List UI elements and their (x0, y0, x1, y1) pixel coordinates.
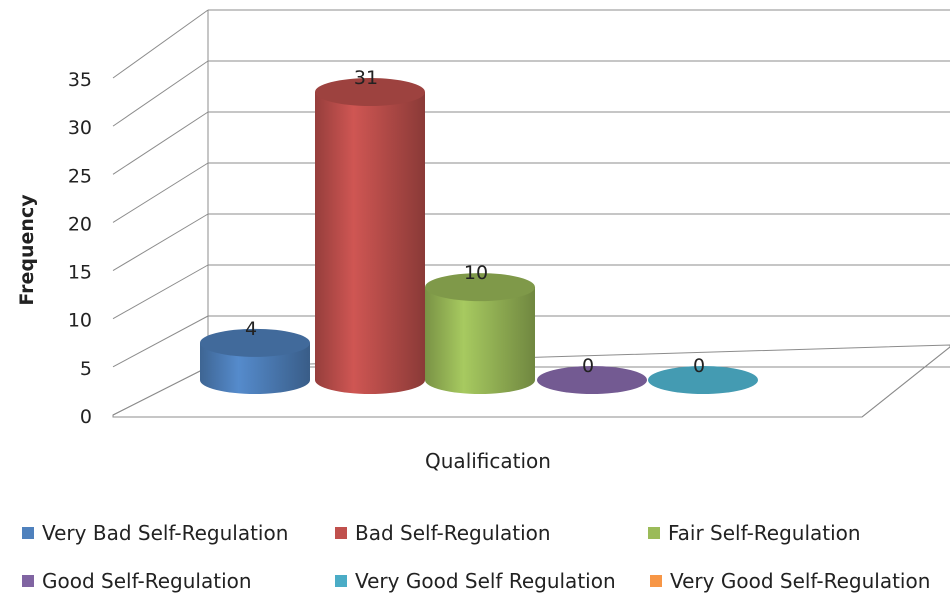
data-labels: 4 31 10 0 0 (245, 67, 705, 377)
y-tick-label: 5 (80, 358, 92, 380)
gridline-side (112, 60, 209, 127)
y-tick-label: 35 (68, 69, 92, 91)
bar-body (315, 92, 425, 394)
bar-top (315, 78, 425, 106)
bar-1 (200, 328, 310, 394)
bar-body (200, 342, 310, 394)
data-label: 0 (582, 355, 594, 377)
y-axis-ticks: 0 5 10 15 20 25 30 35 (68, 69, 92, 428)
bar-3 (425, 273, 535, 394)
y-axis-label: Frequency (16, 194, 38, 306)
bar-5 (648, 366, 758, 394)
data-label: 4 (245, 318, 257, 340)
y-tick-label: 15 (68, 262, 92, 284)
gridline-side (112, 264, 209, 320)
bar-4 (537, 366, 647, 394)
data-label: 0 (693, 355, 705, 377)
gridline-side (112, 111, 209, 175)
gridline-side (112, 315, 209, 368)
floor-right-edge (861, 346, 950, 418)
gridline-side (112, 213, 209, 272)
gridline-side (112, 162, 209, 223)
bar-top (537, 366, 647, 394)
y-tick-label: 25 (68, 165, 92, 187)
chart-bars (200, 78, 758, 394)
x-axis-label: Qualification (425, 449, 551, 473)
data-label: 31 (354, 67, 378, 89)
bar-body (425, 287, 535, 394)
bar-top (648, 366, 758, 394)
y-tick-label: 0 (80, 406, 92, 428)
bar-top (200, 328, 310, 357)
bar-2 (315, 78, 425, 394)
gridline-side (112, 9, 209, 79)
y-tick-label: 10 (68, 310, 92, 332)
bar-top (425, 273, 535, 302)
y-tick-label: 20 (68, 213, 92, 235)
data-label: 10 (464, 262, 488, 284)
y-tick-label: 30 (68, 117, 92, 139)
